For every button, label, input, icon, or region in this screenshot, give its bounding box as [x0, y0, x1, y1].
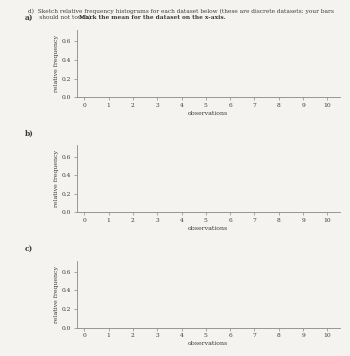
Text: a): a): [25, 14, 33, 22]
Y-axis label: relative frequency: relative frequency: [54, 266, 59, 323]
Text: d)  Sketch relative frequency histograms for each dataset below (these are discr: d) Sketch relative frequency histograms …: [28, 9, 334, 14]
X-axis label: observations: observations: [188, 341, 228, 346]
X-axis label: observations: observations: [188, 226, 228, 231]
Text: Mark the mean for the dataset on the x-axis.: Mark the mean for the dataset on the x-a…: [79, 15, 226, 20]
X-axis label: observations: observations: [188, 111, 228, 116]
Y-axis label: relative frequency: relative frequency: [54, 35, 59, 92]
Text: b): b): [25, 129, 33, 137]
Y-axis label: relative frequency: relative frequency: [54, 150, 59, 208]
Text: c): c): [25, 245, 33, 252]
Text: should not touch).: should not touch).: [28, 15, 95, 20]
